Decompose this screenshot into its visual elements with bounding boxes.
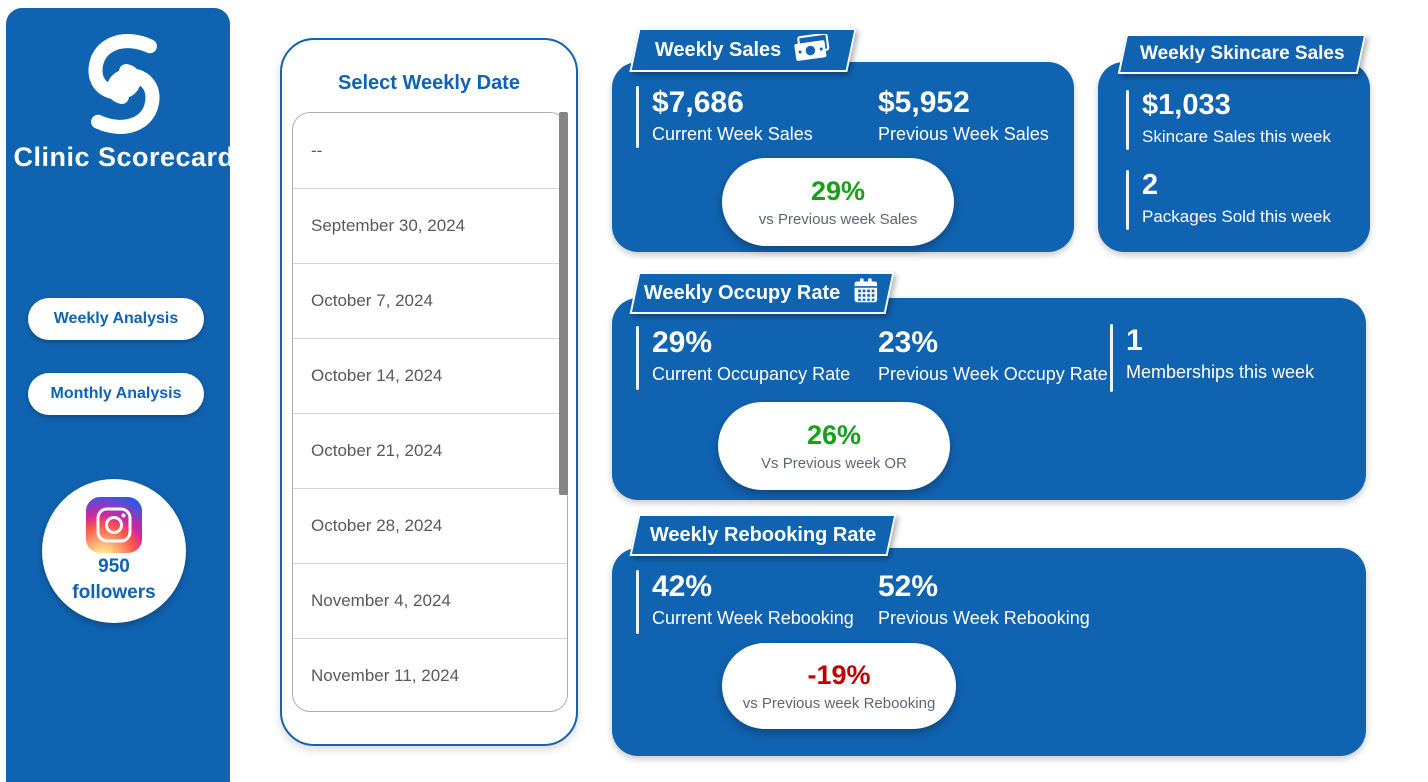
stat-label: Packages Sold this week bbox=[1142, 206, 1331, 226]
stat-accent-bar bbox=[636, 570, 639, 634]
weekly-occupy-header: Weekly Occupy Rate bbox=[629, 272, 895, 314]
rebooking-delta-value: -19% bbox=[807, 660, 871, 690]
sales-delta-pill: 29% vs Previous week Sales bbox=[722, 158, 954, 246]
previous-occupancy-stat: 23% Previous Week Occupy Rate bbox=[878, 326, 1108, 385]
stat-accent-bar bbox=[1126, 170, 1129, 230]
stat-value: 2 bbox=[1142, 169, 1159, 201]
stat-value: 42% bbox=[652, 570, 713, 603]
money-icon bbox=[793, 32, 831, 67]
stat-value: $5,952 bbox=[878, 86, 970, 119]
date-option[interactable]: October 21, 2024 bbox=[293, 413, 567, 488]
previous-rebooking-stat: 52% Previous Week Rebooking bbox=[878, 570, 1090, 629]
weekly-occupy-title: Weekly Occupy Rate bbox=[644, 281, 841, 304]
date-panel-title: Select Weekly Date bbox=[338, 72, 520, 94]
brand-title: Clinic Scorecard bbox=[13, 142, 235, 172]
date-option[interactable]: November 11, 2024 bbox=[293, 638, 567, 711]
weekly-rebooking-header: Weekly Rebooking Rate bbox=[629, 514, 897, 556]
sales-delta-label: vs Previous week Sales bbox=[758, 211, 918, 228]
stat-label: Previous Week Rebooking bbox=[878, 608, 1090, 628]
stat-label: Previous Week Occupy Rate bbox=[878, 364, 1108, 384]
date-option[interactable]: October 28, 2024 bbox=[293, 488, 567, 563]
followers-count: 950 bbox=[98, 556, 130, 578]
weekly-skincare-card bbox=[1098, 62, 1370, 252]
date-filter-panel: Select Weekly Date -- September 30, 2024… bbox=[280, 38, 578, 746]
sidebar: Clinic Scorecard Weekly Analysis Monthly… bbox=[6, 8, 234, 782]
followers-label: followers bbox=[72, 582, 156, 603]
sales-delta-value: 29% bbox=[810, 176, 866, 206]
date-option[interactable]: September 30, 2024 bbox=[293, 188, 567, 263]
packages-sold-stat: 2 Packages Sold this week bbox=[1126, 169, 1331, 230]
previous-week-sales-stat: $5,952 Previous Week Sales bbox=[878, 86, 1049, 145]
date-option[interactable]: October 7, 2024 bbox=[293, 263, 567, 338]
stat-divider-bar bbox=[1110, 324, 1113, 392]
scrollbar-thumb[interactable] bbox=[559, 112, 568, 495]
stat-value: 29% bbox=[652, 326, 713, 359]
weekly-sales-title: Weekly Sales bbox=[654, 38, 782, 61]
date-option[interactable]: -- bbox=[311, 140, 323, 160]
stat-value: 1 bbox=[1126, 324, 1143, 357]
current-occupancy-stat: 29% Current Occupancy Rate bbox=[636, 326, 850, 390]
stat-label: Previous Week Sales bbox=[878, 124, 1049, 144]
instagram-followers-widget[interactable]: 950 followers bbox=[42, 479, 186, 623]
date-option[interactable]: November 4, 2024 bbox=[293, 563, 567, 638]
stat-accent-bar bbox=[636, 326, 639, 390]
current-rebooking-stat: 42% Current Week Rebooking bbox=[636, 570, 854, 634]
stat-label: Current Week Rebooking bbox=[652, 608, 854, 628]
occupy-delta-pill: 26% Vs Previous week OR bbox=[718, 402, 950, 490]
stat-label: Skincare Sales this week bbox=[1142, 126, 1331, 146]
weekly-rebooking-title: Weekly Rebooking Rate bbox=[649, 523, 877, 546]
stat-value: 23% bbox=[878, 326, 939, 359]
occupy-delta-label: Vs Previous week OR bbox=[761, 455, 907, 472]
date-option[interactable]: October 14, 2024 bbox=[293, 338, 567, 413]
skincare-sales-stat: $1,033 Skincare Sales this week bbox=[1126, 89, 1331, 150]
stat-label: Current Occupancy Rate bbox=[652, 364, 851, 384]
weekly-skincare-header: Weekly Skincare Sales bbox=[1117, 34, 1367, 74]
weekly-sales-header: Weekly Sales bbox=[629, 28, 857, 72]
clinic-logo-icon bbox=[68, 30, 180, 138]
current-week-sales-stat: $7,686 Current Week Sales bbox=[636, 86, 813, 148]
stat-accent-bar bbox=[1126, 90, 1129, 150]
stat-label: Memberships this week bbox=[1126, 362, 1315, 382]
stat-label: Current Week Sales bbox=[652, 124, 813, 144]
rebooking-delta-pill: -19% vs Previous week Rebooking bbox=[722, 643, 956, 729]
weekly-skincare-title: Weekly Skincare Sales bbox=[1139, 43, 1345, 64]
stat-value: 52% bbox=[878, 570, 939, 603]
date-list-scrollbar[interactable] bbox=[559, 112, 568, 712]
calendar-icon bbox=[853, 277, 880, 310]
date-list: -- September 30, 2024 October 7, 2024 Oc… bbox=[292, 112, 568, 712]
nav-weekly-analysis-button[interactable]: Weekly Analysis bbox=[28, 298, 204, 340]
nav-monthly-analysis-button[interactable]: Monthly Analysis bbox=[28, 373, 204, 415]
stat-accent-bar bbox=[636, 86, 639, 148]
occupy-delta-value: 26% bbox=[806, 420, 862, 450]
rebooking-delta-label: vs Previous week Rebooking bbox=[742, 695, 936, 712]
memberships-stat: 1 Memberships this week bbox=[1110, 324, 1314, 392]
instagram-icon bbox=[86, 497, 142, 554]
stat-value: $1,033 bbox=[1142, 89, 1231, 121]
stat-value: $7,686 bbox=[652, 86, 744, 119]
